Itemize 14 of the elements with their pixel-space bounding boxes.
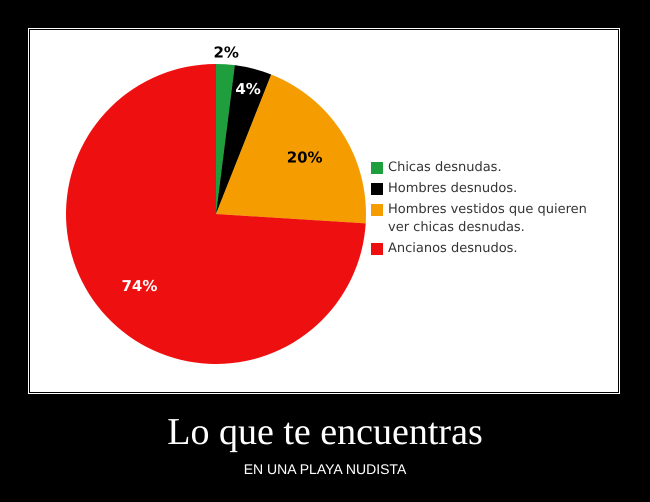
legend-label: Hombres vestidos que quieren ver chicas desnudas. bbox=[388, 201, 588, 237]
pie-slice bbox=[66, 64, 366, 364]
pie-slice bbox=[216, 65, 272, 214]
legend-label: Chicas desnudas. bbox=[388, 159, 502, 177]
legend-label: Hombres desnudos. bbox=[388, 180, 518, 198]
text: Lo que te encuentras bbox=[166, 410, 484, 454]
text: EN UNA PLAYA NUDISTA bbox=[242, 461, 408, 477]
data-label: 20% bbox=[286, 148, 323, 167]
data-label: 74% bbox=[122, 276, 158, 295]
data-label: 4% bbox=[235, 80, 261, 98]
pie-slice bbox=[216, 74, 366, 224]
pie-slice bbox=[216, 64, 235, 214]
legend-label: Ancianos desnudos. bbox=[388, 240, 518, 258]
data-label: 2% bbox=[213, 43, 239, 62]
